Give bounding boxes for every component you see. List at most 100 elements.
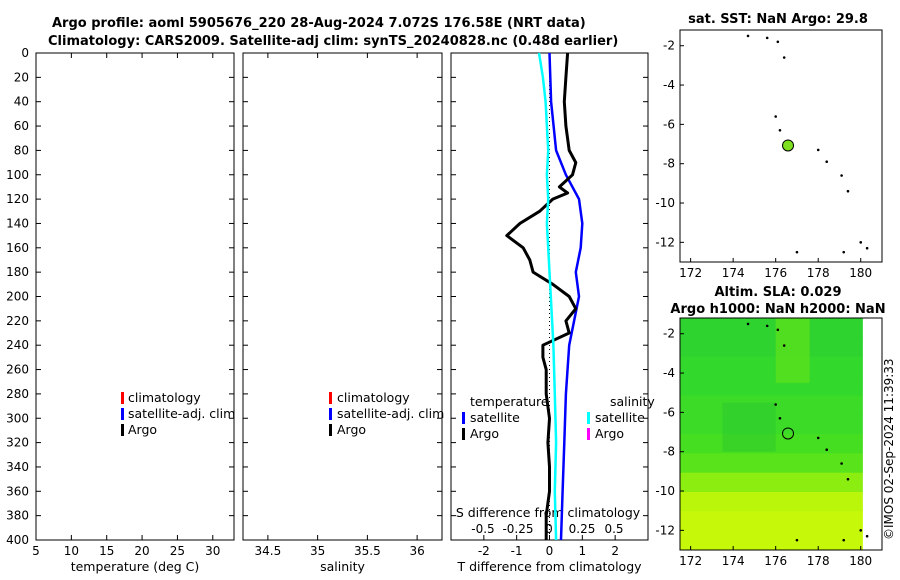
legend-entry: climatology bbox=[337, 390, 410, 405]
sst-map-ytick-label: -4 bbox=[663, 78, 675, 92]
temperature-profile-xlabel: temperature (deg C) bbox=[71, 559, 200, 574]
depth-tick-label: 200 bbox=[6, 290, 29, 304]
sla-cell bbox=[680, 492, 863, 512]
sla-map-ytick-label: -6 bbox=[663, 405, 675, 419]
sla-map-xtick-label: 176 bbox=[764, 554, 787, 568]
legend-entry: satellite-adj. clim bbox=[128, 406, 235, 421]
sst-map-island bbox=[825, 160, 829, 164]
difference-top-tick-label: 0.5 bbox=[604, 522, 623, 536]
sla-map-island bbox=[774, 403, 777, 406]
salinity-profile-xtick-label: 35.5 bbox=[354, 544, 381, 558]
sst-map-island bbox=[774, 115, 777, 118]
difference-xtick-label: 0 bbox=[546, 544, 554, 558]
copyright-label: ©IMOS 02-Sep-2024 11:39:33 bbox=[882, 358, 896, 540]
legend-title-salinity: salinity bbox=[610, 394, 655, 409]
legend-entry: Argo bbox=[337, 422, 366, 437]
depth-tick-label: 40 bbox=[14, 95, 29, 109]
legend-swatch bbox=[121, 424, 124, 436]
sla-map-ytick-label: -10 bbox=[655, 484, 675, 498]
sst-map-xtick-label: 172 bbox=[679, 266, 702, 280]
series-s-satellite bbox=[537, 52, 558, 541]
sla-map-island bbox=[776, 328, 780, 332]
sla-map-island bbox=[746, 322, 750, 326]
sla-map-xtick-label: 174 bbox=[722, 554, 745, 568]
sla-map-ytick-label: -2 bbox=[663, 327, 675, 341]
sla-map-island bbox=[825, 448, 829, 452]
sst-map-xtick-label: 180 bbox=[849, 266, 872, 280]
depth-tick-label: 160 bbox=[6, 241, 29, 255]
depth-tick-label: 280 bbox=[6, 387, 29, 401]
sla-map-island bbox=[865, 534, 869, 538]
title-line-2: Climatology: CARS2009. Satellite-adj cli… bbox=[48, 34, 618, 49]
depth-tick-label: 180 bbox=[6, 265, 29, 279]
sla-map-island bbox=[816, 436, 820, 440]
depth-tick-label: 360 bbox=[6, 484, 29, 498]
legend-entry: Argo bbox=[595, 426, 624, 441]
salinity-profile-xtick-label: 35 bbox=[310, 544, 325, 558]
salinity-profile-xlabel: salinity bbox=[320, 559, 365, 574]
sla-cell bbox=[680, 472, 863, 493]
sst-map-island bbox=[765, 36, 769, 40]
sst-map-island bbox=[795, 250, 799, 254]
sst-map-island bbox=[865, 246, 869, 250]
sst-map-xtick-label: 178 bbox=[807, 266, 830, 280]
difference-xlabel: T difference from climatology bbox=[456, 559, 642, 574]
sla-cell bbox=[680, 511, 863, 532]
sst-map-argo-float-marker bbox=[782, 139, 795, 152]
sla-map-argo-float-marker bbox=[782, 427, 795, 440]
temperature-profile-xtick-label: 20 bbox=[134, 544, 149, 558]
depth-tick-label: 140 bbox=[6, 216, 29, 230]
sla-cell bbox=[775, 318, 810, 383]
sla-cell bbox=[680, 530, 863, 551]
depth-tick-label: 400 bbox=[6, 533, 29, 547]
temperature-profile-xtick-label: 30 bbox=[205, 544, 220, 558]
sla-map-island bbox=[795, 538, 799, 542]
depth-tick-label: 320 bbox=[6, 436, 29, 450]
sst-map-ytick-label: -8 bbox=[663, 157, 675, 171]
sst-map-island bbox=[842, 250, 846, 254]
sla-map-island bbox=[765, 324, 769, 328]
depth-tick-label: 220 bbox=[6, 314, 29, 328]
sla-map-island bbox=[859, 529, 863, 532]
salinity-profile-frame bbox=[242, 52, 443, 541]
depth-tick-label: 60 bbox=[14, 119, 29, 133]
depth-tick-label: 20 bbox=[14, 70, 29, 84]
sla-map-island bbox=[842, 538, 846, 542]
sla-cell bbox=[722, 402, 776, 452]
temperature-profile-xtick-label: 25 bbox=[170, 544, 185, 558]
sla-map-xtick-label: 180 bbox=[849, 554, 872, 568]
legend-entry: satellite-adj. clim bbox=[337, 406, 444, 421]
salinity-profile-xtick-label: 34.5 bbox=[255, 544, 282, 558]
sla-map-island bbox=[840, 462, 843, 465]
sst-map-ytick-label: -6 bbox=[663, 117, 675, 131]
legend-title-temperature: temperature bbox=[470, 394, 549, 409]
difference-top-tick-label: -0.25 bbox=[502, 522, 533, 536]
legend-swatch bbox=[329, 392, 332, 404]
sst-map-island bbox=[778, 128, 782, 132]
sla-cell bbox=[680, 376, 863, 396]
sst-map-xtick-label: 176 bbox=[764, 266, 787, 280]
legend-swatch bbox=[329, 408, 332, 420]
temperature-profile-xtick-label: 10 bbox=[64, 544, 79, 558]
sla-map-title-2: Argo h1000: NaN h2000: NaN bbox=[670, 302, 885, 317]
sla-cell bbox=[680, 337, 863, 358]
sst-map-island bbox=[746, 34, 750, 38]
sla-map-ytick-label: -8 bbox=[663, 445, 675, 459]
sla-map-title-1: Altim. SLA: 0.029 bbox=[715, 285, 842, 300]
legend-entry: satellite bbox=[470, 410, 520, 425]
sla-map-xtick-label: 178 bbox=[807, 554, 830, 568]
legend-swatch bbox=[587, 412, 590, 424]
depth-tick-label: 100 bbox=[6, 168, 29, 182]
title-line-1: Argo profile: aoml 5905676_220 28-Aug-20… bbox=[52, 16, 586, 31]
sla-map-ytick-label: -12 bbox=[655, 523, 675, 537]
difference-xtick-label: -2 bbox=[478, 544, 490, 558]
sst-map-ytick-label: -2 bbox=[663, 39, 675, 53]
sla-map-xtick-label: 172 bbox=[679, 554, 702, 568]
temperature-profile-frame bbox=[35, 52, 235, 541]
sst-map-island bbox=[816, 148, 820, 152]
legend-swatch bbox=[462, 428, 465, 440]
sst-map-island bbox=[846, 189, 850, 193]
depth-tick-label: 340 bbox=[6, 460, 29, 474]
legend-swatch bbox=[462, 412, 465, 424]
sst-map-island bbox=[782, 56, 786, 59]
